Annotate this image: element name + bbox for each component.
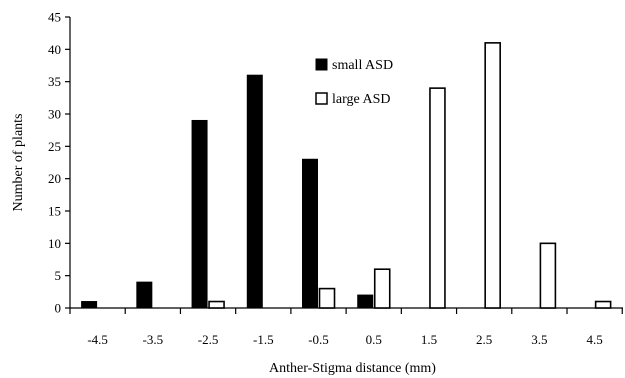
- bar-large-asd: [539, 242, 557, 309]
- legend-label-small-asd: small ASD: [332, 58, 393, 73]
- x-tick-label: -2.5: [198, 332, 219, 347]
- bar-small-asd: [302, 158, 319, 309]
- x-tick-label: 1.5: [421, 332, 437, 347]
- x-tick-label: 4.5: [587, 332, 603, 347]
- x-axis-title: Anther-Stigma distance (mm): [269, 361, 436, 376]
- x-tick-label: 2.5: [476, 332, 492, 347]
- y-ticks: 0 5 10 15 20 25 30 35 40 45: [48, 10, 70, 316]
- y-tick-label: 5: [55, 268, 62, 283]
- x-tick-label: -4.5: [87, 332, 108, 347]
- y-tick-label: 30: [48, 107, 61, 122]
- bars: [81, 42, 612, 309]
- y-tick-label: 10: [48, 236, 61, 251]
- bar-small-asd: [136, 281, 153, 309]
- bar-small-asd: [246, 74, 263, 309]
- legend: small ASD large ASD: [315, 58, 393, 107]
- x-ticks: -4.5 -3.5 -2.5 -1.5 -0.5 0.5 1.5 2.5 3.5 4.5: [69, 308, 623, 347]
- legend-swatch-large-asd: [315, 92, 328, 105]
- legend-label-large-asd: large ASD: [332, 92, 390, 107]
- legend-swatch-small-asd: [315, 58, 328, 71]
- y-tick-label: 20: [48, 171, 61, 186]
- x-tick-label: -1.5: [253, 332, 274, 347]
- bar-large-asd: [429, 87, 446, 309]
- bar-large-asd: [594, 300, 612, 309]
- y-tick-label: 25: [48, 139, 61, 154]
- bar-small-asd: [357, 294, 374, 309]
- bar-large-asd: [208, 300, 225, 309]
- y-tick-label: 35: [48, 74, 61, 89]
- plot-area: 0 5 10 15 20 25 30 35 40 45 -4.5 -3.5 -2.5 -1.5 -0.5 0…: [48, 10, 623, 347]
- bar-large-asd: [373, 268, 391, 309]
- y-tick-label: 40: [48, 42, 61, 57]
- bar-large-asd: [318, 287, 336, 309]
- bar-large-asd: [484, 42, 501, 309]
- x-tick-label: 0.5: [366, 332, 382, 347]
- x-tick-label: -0.5: [308, 332, 329, 347]
- bar-small-asd: [191, 119, 208, 309]
- y-tick-label: 15: [48, 204, 61, 219]
- y-tick-label: 0: [55, 301, 62, 316]
- x-tick-label: 3.5: [531, 332, 547, 347]
- y-axis-title: Number of plants: [11, 114, 26, 212]
- x-tick-label: -3.5: [143, 332, 164, 347]
- y-tick-label: 45: [48, 10, 61, 25]
- bar-small-asd: [81, 301, 98, 309]
